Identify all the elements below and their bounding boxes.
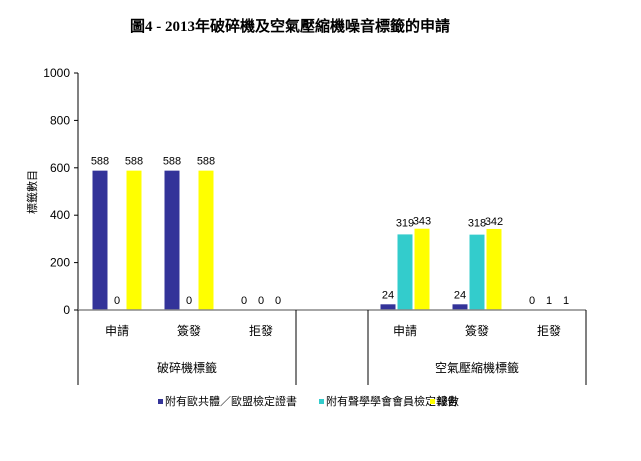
legend-item: 總數 [437, 394, 459, 408]
legend-item: 附有聲學學會會員檢定報告 [326, 394, 458, 408]
x-group-label: 破碎機標籤 [157, 360, 217, 375]
legend-swatch [319, 399, 324, 404]
bar [380, 304, 396, 310]
data-label: 0 [529, 295, 535, 307]
y-tick-label: 600 [50, 161, 70, 175]
data-label: 24 [454, 289, 466, 301]
data-label: 343 [413, 216, 431, 228]
data-label: 342 [485, 216, 503, 228]
bar [397, 234, 413, 310]
data-label: 588 [163, 156, 181, 168]
bar [198, 170, 214, 310]
x-category-label: 拒發 [537, 323, 561, 338]
bar [126, 170, 142, 310]
x-category-label: 申請 [393, 324, 417, 338]
y-axis-label: 標籤數目 [25, 170, 39, 214]
bar [469, 234, 485, 310]
x-category-label: 拒發 [249, 323, 273, 338]
data-label: 0 [186, 295, 192, 307]
data-label: 0 [275, 295, 281, 307]
bar [414, 228, 430, 310]
bar [164, 170, 180, 310]
bar [92, 170, 108, 310]
data-label: 24 [382, 289, 394, 301]
chart-title: 圖4 - 2013年破碎機及空氣壓縮機噪音標籤的申請 [130, 17, 450, 35]
x-category-label: 申請 [105, 324, 129, 338]
data-label: 1 [563, 295, 569, 307]
y-tick-label: 0 [63, 303, 70, 317]
legend-swatch [158, 399, 163, 404]
legend-item: 附有歐共體／歐盟檢定證書 [165, 394, 297, 408]
bars [92, 170, 574, 310]
x-group-label: 空氣壓縮機標籤 [435, 360, 519, 375]
data-label: 1 [546, 295, 552, 307]
data-label: 588 [91, 156, 109, 168]
x-category-label: 簽發 [465, 323, 489, 338]
y-tick-label: 400 [50, 208, 70, 222]
bar [452, 304, 468, 310]
data-label: 0 [114, 295, 120, 307]
data-label: 588 [125, 156, 143, 168]
data-label: 0 [258, 295, 264, 307]
y-tick-label: 800 [50, 113, 70, 127]
y-axis: 0 200 400 600 800 1000 [43, 66, 79, 385]
data-label: 319 [396, 217, 414, 229]
bar [486, 228, 502, 310]
y-tick-label: 200 [50, 256, 70, 270]
data-label: 0 [241, 295, 247, 307]
data-label: 318 [468, 218, 486, 230]
legend-swatch [430, 399, 435, 404]
y-tick-label: 1000 [43, 66, 70, 80]
data-label: 588 [197, 156, 215, 168]
x-category-label: 簽發 [177, 323, 201, 338]
